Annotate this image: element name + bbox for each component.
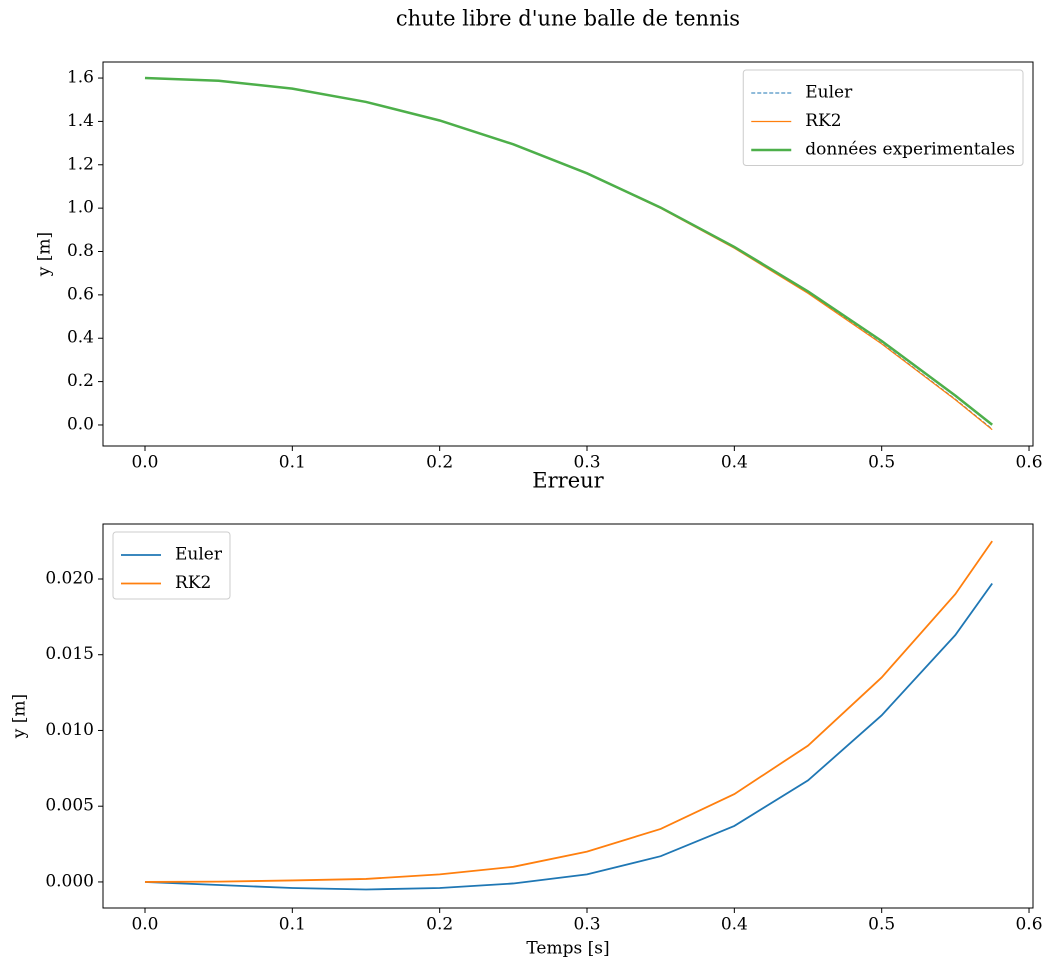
x-tick-label: 0.2 <box>426 453 453 473</box>
y-tick-label: 0.000 <box>45 871 94 891</box>
x-tick-label: 0.4 <box>721 915 748 935</box>
x-axis-label: Temps [s] <box>526 939 609 959</box>
axes-frame <box>102 523 1034 909</box>
axes-frame <box>102 61 1034 447</box>
y-tick-label: 0.4 <box>67 328 94 348</box>
x-tick-label: 0.3 <box>573 453 600 473</box>
series-line <box>144 583 993 891</box>
legend-label: Euler <box>805 83 853 103</box>
y-tick-label: 0.8 <box>67 241 94 261</box>
y-tick-label: 0.010 <box>45 720 94 740</box>
series-line <box>144 540 993 883</box>
y-tick-label: 0.0 <box>67 414 94 434</box>
y-tick-label: 1.0 <box>67 198 94 218</box>
x-tick-label: 0.3 <box>573 915 600 935</box>
y-axis-label: y [m] <box>35 232 55 277</box>
legend-label: RK2 <box>805 111 841 131</box>
x-tick-label: 0.6 <box>1015 915 1042 935</box>
legend-label: Euler <box>175 545 223 565</box>
y-tick-label: 1.4 <box>67 111 94 131</box>
y-tick-label: 0.015 <box>45 644 94 664</box>
x-tick-label: 0.6 <box>1015 453 1042 473</box>
y-axis-label: y [m] <box>10 694 30 739</box>
x-tick-label: 0.5 <box>868 453 895 473</box>
y-tick-label: 1.6 <box>67 68 94 88</box>
y-tick-label: 0.020 <box>45 568 94 588</box>
legend-label: RK2 <box>175 573 211 593</box>
legend: Euler RK2 <box>112 531 231 600</box>
x-tick-label: 0.4 <box>721 453 748 473</box>
x-tick-label: 0.1 <box>279 453 306 473</box>
y-tick-label: 0.2 <box>67 371 94 391</box>
legend: Euler RK2 données experimentales <box>742 69 1024 166</box>
y-tick-label: 1.2 <box>67 154 94 174</box>
x-tick-label: 0.2 <box>426 915 453 935</box>
x-tick-label: 0.0 <box>131 915 158 935</box>
y-tick-label: 0.6 <box>67 284 94 304</box>
axes-title: Erreur <box>532 469 604 493</box>
figure-title: chute libre d'une balle de tennis <box>396 7 740 31</box>
legend-box <box>112 531 231 600</box>
x-tick-label: 0.0 <box>131 453 158 473</box>
y-tick-label: 0.005 <box>45 796 94 816</box>
legend-label: données experimentales <box>805 140 1015 160</box>
legend-box <box>742 69 1024 166</box>
x-tick-label: 0.1 <box>279 915 306 935</box>
x-tick-label: 0.5 <box>868 915 895 935</box>
series-line <box>144 76 993 426</box>
